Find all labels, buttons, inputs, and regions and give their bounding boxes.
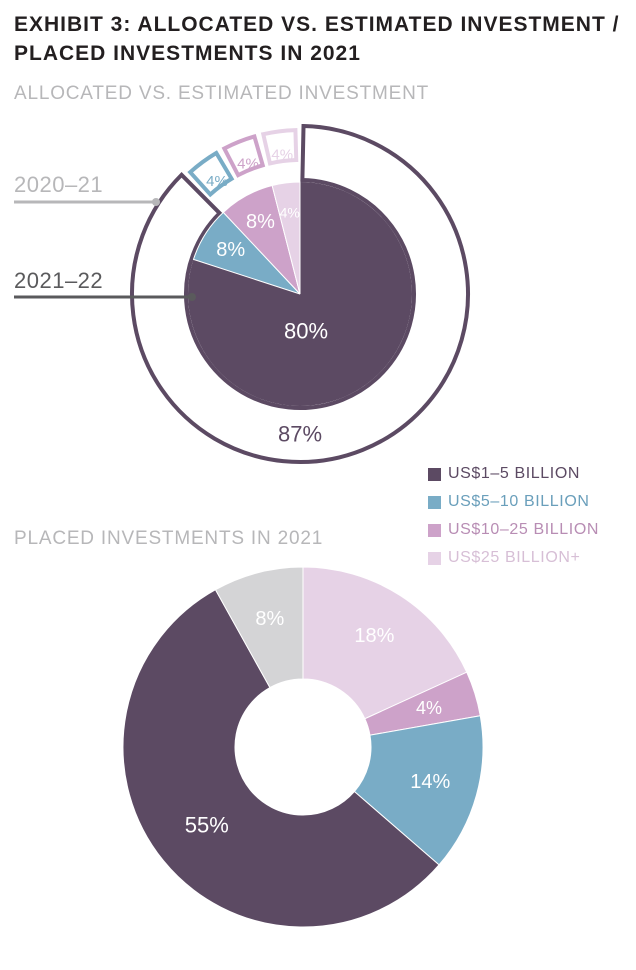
legend-item-us5-10: US$5–10 BILLION <box>428 488 599 516</box>
inner-slice-label: 80% <box>284 319 328 344</box>
legend-item-us1-5: US$1–5 BILLION <box>428 460 599 488</box>
legend-item-us10-25: US$10–25 BILLION <box>428 516 599 544</box>
leader-dot-2020-21 <box>152 198 160 206</box>
series-label-2021-22: 2021–22 <box>14 268 104 293</box>
inner-slice-label: 8% <box>216 239 245 261</box>
donut-slice-us5-10 <box>353 715 484 866</box>
chart2-subtitle: PLACED INVESTMENTS IN 2021 <box>14 528 324 549</box>
donut-slice-label: 8% <box>255 608 284 630</box>
series-label-2020-21: 2020–21 <box>14 172 104 197</box>
legend-swatch <box>428 523 441 537</box>
leader-dot-2021-22 <box>188 293 196 301</box>
outer-slice-us5-10 <box>187 150 235 198</box>
outer-slice-us1-5 <box>130 123 470 464</box>
outer-slice-label: 87% <box>278 422 322 447</box>
legend-item-us25-plus: US$25 BILLION+ <box>428 544 599 572</box>
chart-title: EXHIBIT 3: ALLOCATED VS. ESTIMATED INVES… <box>14 13 620 65</box>
outer-slice-label: 4% <box>271 147 293 164</box>
donut-slice-label: 55% <box>185 813 229 838</box>
donut-slice-label: 18% <box>354 625 394 647</box>
inner-slice-us25-plus <box>271 181 301 295</box>
legend-label: US$5–10 BILLION <box>448 493 590 510</box>
inner-slice-label: 4% <box>280 205 300 221</box>
legend-swatch <box>428 495 441 509</box>
inner-slice-label: 8% <box>246 211 275 233</box>
outer-slice-us10-25 <box>221 133 266 178</box>
legend-swatch <box>428 551 441 565</box>
donut-slice-label: 4% <box>416 698 442 718</box>
donut-slice-other <box>214 566 304 689</box>
legend: US$1–5 BILLION US$5–10 BILLION US$10–25 … <box>428 460 599 572</box>
donut-slice-us25-plus <box>302 566 468 720</box>
outer-slice-label: 4% <box>206 173 228 190</box>
outer-slice-label: 4% <box>237 156 259 173</box>
donut-slice-label: 14% <box>410 771 450 793</box>
legend-label: US$1–5 BILLION <box>448 465 581 482</box>
legend-label: US$25 BILLION+ <box>448 549 581 566</box>
outer-slice-us25-plus <box>260 128 299 166</box>
legend-swatch <box>428 467 441 481</box>
donut-slice-us1-5 <box>122 589 440 928</box>
legend-label: US$10–25 BILLION <box>448 521 600 538</box>
chart1-subtitle: ALLOCATED VS. ESTIMATED INVESTMENT <box>14 83 430 104</box>
